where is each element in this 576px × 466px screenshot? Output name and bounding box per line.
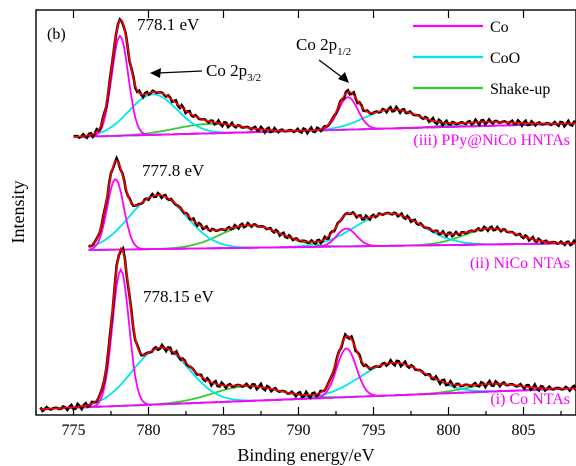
component-co-1	[88, 227, 576, 251]
peak-label-1: 777.8 eV	[142, 161, 205, 180]
annotation-arrow-2p32	[157, 70, 203, 74]
component-co-0	[40, 267, 576, 410]
component-co-1	[40, 347, 576, 410]
component-co-1	[73, 96, 576, 138]
legend: Co CoO Shake-up	[413, 19, 550, 98]
sample-label-1: (ii) NiCo NTAs	[470, 255, 570, 272]
fit-envelope-line	[88, 159, 576, 248]
annotation-text-2p32: Co 2p3/2	[206, 61, 261, 84]
spectra-labels: (iii) PPy@NiCo HNTAs 778.1 eV (ii) NiCo NT…	[137, 15, 570, 408]
legend-label-shakeup: Shake-up	[490, 81, 550, 98]
fit-envelope-line	[40, 246, 576, 410]
peak-label-0: 778.1 eV	[137, 15, 200, 34]
y-axis-label: Intensity	[8, 181, 28, 244]
sample-label-2: (i) Co NTAs	[490, 391, 570, 408]
peak-label-2: 778.15 eV	[143, 287, 215, 306]
fit-envelope-line	[73, 19, 576, 138]
x-tick-label-805: 805	[512, 422, 536, 439]
annotation-text-2p12: Co 2p1/2	[296, 35, 351, 58]
legend-label-co: Co	[490, 19, 509, 36]
raw-data-line	[39, 245, 576, 413]
x-tick-label-780: 780	[137, 422, 161, 439]
sample-label-0: (iii) PPy@NiCo HNTAs	[413, 132, 570, 149]
annotation-arrowhead-2p32	[150, 68, 161, 78]
annotation-arrowhead-2p12	[338, 72, 349, 83]
sample-0	[73, 17, 576, 140]
annotation-arrow-2p12	[318, 59, 344, 79]
x-tick-label-800: 800	[437, 422, 461, 439]
annotation-co-2p32: Co 2p3/2	[150, 61, 261, 84]
sample-1	[88, 154, 576, 251]
x-axis-ticks: 775 780 785 790 795 800 805	[35, 10, 562, 439]
panel-label: (b)	[47, 26, 66, 43]
x-tick-label-795: 795	[362, 422, 386, 439]
x-tick-label-785: 785	[212, 422, 236, 439]
sample-2	[39, 245, 576, 413]
legend-label-coo: CoO	[490, 50, 520, 67]
spectra	[39, 17, 576, 413]
x-axis-label: Binding energy/eV	[237, 445, 374, 465]
x-tick-label-790: 790	[287, 422, 311, 439]
x-tick-label-775: 775	[62, 422, 86, 439]
annotation-co-2p12: Co 2p1/2	[296, 35, 351, 83]
plot-frame	[35, 9, 576, 416]
